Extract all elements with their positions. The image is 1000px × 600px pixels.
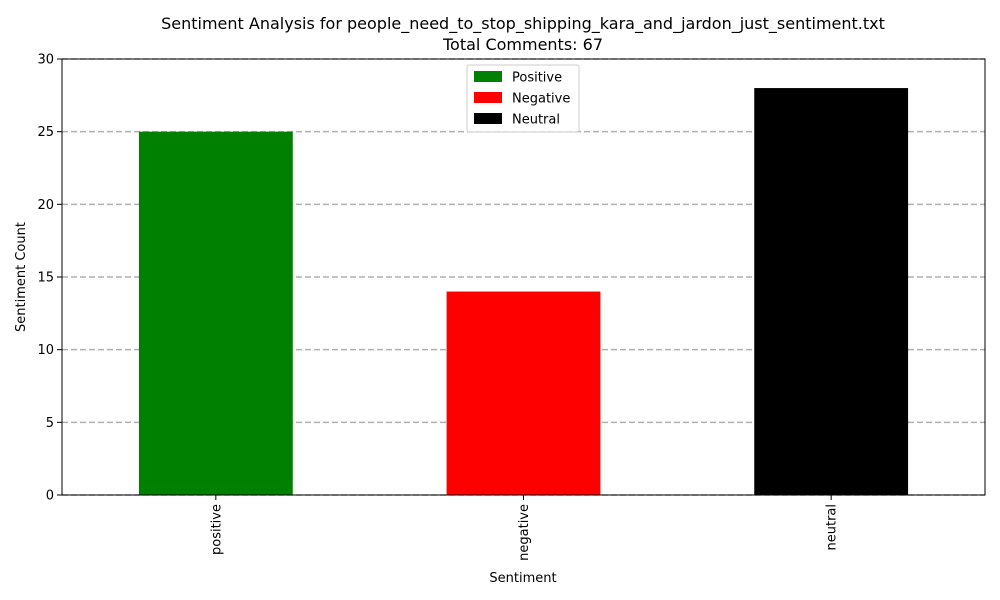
legend-swatch-negative <box>474 92 502 103</box>
legend-swatch-positive <box>474 71 502 82</box>
bar-negative <box>446 291 601 495</box>
legend-swatch-neutral <box>474 113 502 124</box>
x-ticks: positive negative neutral <box>209 495 840 561</box>
y-tick-label-25: 25 <box>37 125 54 140</box>
legend: Positive Negative Neutral <box>466 64 580 133</box>
x-axis-label: Sentiment <box>489 571 556 586</box>
legend-label-neutral: Neutral <box>512 113 560 128</box>
bar-positive <box>138 131 293 495</box>
y-tick-label-0: 0 <box>46 489 54 504</box>
x-tick-label-neutral: neutral <box>825 504 840 551</box>
chart-title: Sentiment Analysis for people_need_to_st… <box>161 14 885 34</box>
y-tick-label-15: 15 <box>37 271 54 286</box>
x-tick-label-negative: negative <box>517 504 532 561</box>
legend-items: Positive Negative Neutral <box>474 71 570 128</box>
chart-subtitle: Total Comments: 67 <box>442 35 603 54</box>
y-ticks: 0 5 10 15 20 25 30 <box>37 53 62 504</box>
legend-label-negative: Negative <box>512 92 570 107</box>
legend-label-positive: Positive <box>512 71 562 86</box>
x-tick-label-positive: positive <box>209 504 224 555</box>
y-tick-label-5: 5 <box>46 416 54 431</box>
y-tick-label-20: 20 <box>37 198 54 213</box>
bar-neutral <box>754 88 909 496</box>
y-tick-label-10: 10 <box>37 343 54 358</box>
y-axis-label: Sentiment Count <box>14 222 29 332</box>
y-tick-label-30: 30 <box>37 53 54 68</box>
bars <box>138 88 909 496</box>
